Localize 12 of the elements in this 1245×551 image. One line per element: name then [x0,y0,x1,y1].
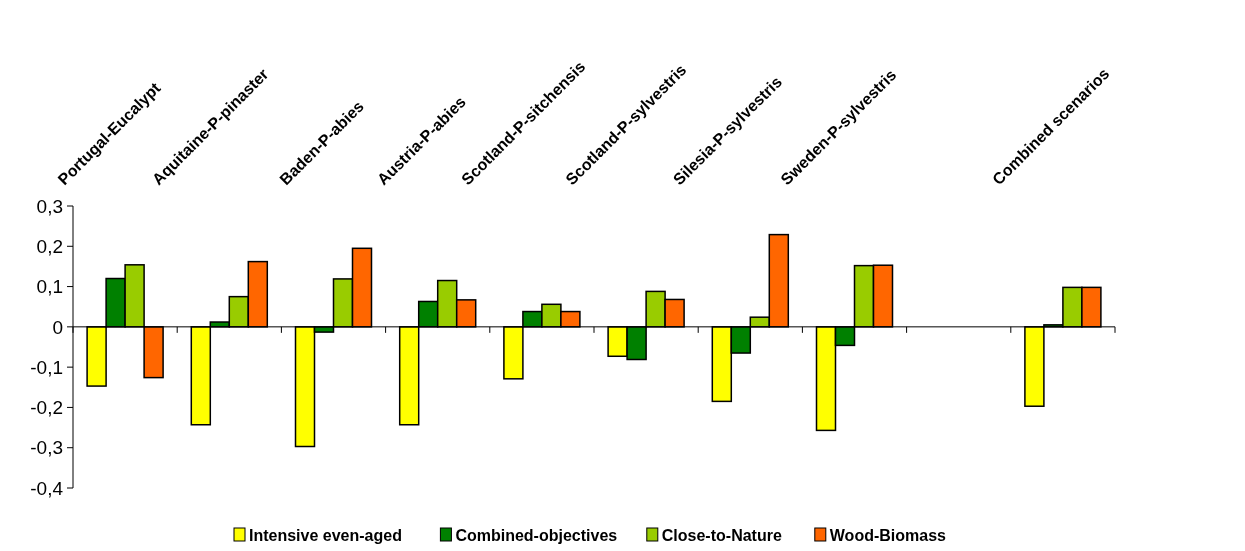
y-tick-label: -0,4 [30,477,64,499]
y-tick-label: 0 [52,316,63,338]
y-tick-label: 0,1 [36,276,63,298]
legend-label: Combined-objectives [455,527,618,544]
legend-label: Close-to-Nature [661,527,782,544]
y-tick-label: 0,3 [36,195,63,217]
legend-label: Intensive even-aged [249,527,402,544]
y-tick-label: -0,1 [30,356,63,378]
y-tick-label: -0,2 [30,397,63,419]
legend-label: Wood-Biomass [829,527,947,544]
y-tick-label: 0,2 [36,235,63,257]
y-tick-label: -0,3 [30,437,63,459]
